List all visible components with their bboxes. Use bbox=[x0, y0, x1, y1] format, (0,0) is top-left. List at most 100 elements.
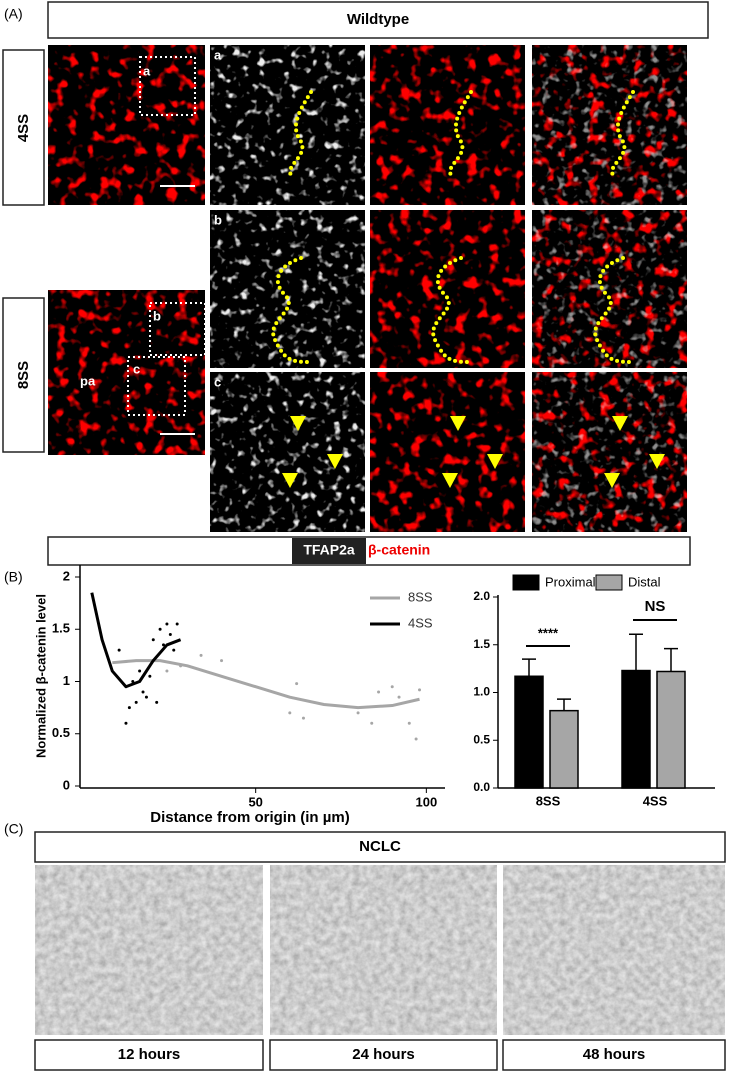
scale-bar bbox=[160, 185, 195, 187]
arrowhead bbox=[612, 416, 628, 431]
image bbox=[210, 45, 365, 205]
image bbox=[35, 865, 263, 1035]
sig-label: **** bbox=[538, 625, 559, 640]
point bbox=[418, 688, 422, 692]
image bbox=[48, 45, 205, 205]
image bbox=[370, 372, 525, 532]
point bbox=[165, 669, 169, 673]
error-bar bbox=[664, 647, 678, 672]
panel-c: (C) NCLC 12 hours 24 hours 48 hours bbox=[4, 821, 726, 1071]
point bbox=[138, 669, 142, 673]
x-tick-label: 50 bbox=[248, 794, 262, 809]
point bbox=[301, 716, 305, 720]
fit-line bbox=[90, 592, 182, 689]
arrowhead bbox=[487, 454, 503, 469]
bar bbox=[621, 669, 651, 789]
point bbox=[390, 685, 394, 689]
legend-label: Distal bbox=[628, 574, 661, 589]
point bbox=[151, 638, 155, 642]
header-box bbox=[34, 831, 726, 863]
time-label: 24 hours bbox=[352, 1046, 415, 1063]
image bbox=[370, 45, 525, 205]
sig-label: NS bbox=[645, 598, 666, 615]
point bbox=[397, 695, 401, 699]
axis-title: Distance from origin (in µm) bbox=[150, 809, 350, 826]
label-box bbox=[502, 1039, 726, 1071]
stain-bg bbox=[292, 538, 366, 564]
point bbox=[158, 627, 162, 631]
inset-box bbox=[139, 56, 196, 116]
header: NCLC bbox=[359, 838, 401, 855]
point bbox=[356, 711, 360, 715]
y-tick-label: 2 bbox=[63, 568, 70, 583]
stage-box bbox=[2, 49, 45, 206]
point bbox=[377, 690, 381, 694]
error-bar bbox=[629, 633, 643, 671]
arrowhead bbox=[649, 454, 665, 469]
image bbox=[503, 865, 725, 1035]
legend-label: 8SS bbox=[408, 589, 433, 604]
panel-label: (C) bbox=[4, 821, 23, 837]
point bbox=[117, 648, 121, 652]
point bbox=[155, 700, 159, 704]
point bbox=[144, 695, 148, 699]
image-overlay bbox=[532, 372, 687, 532]
stage-box bbox=[2, 297, 45, 453]
header-box bbox=[47, 1, 709, 39]
bar bbox=[549, 709, 579, 789]
legend-label: Proximal bbox=[545, 574, 596, 589]
inset-box bbox=[127, 356, 186, 416]
legend-swatch bbox=[595, 574, 623, 591]
point bbox=[168, 632, 172, 636]
arrowhead bbox=[282, 473, 298, 488]
legend-swatch bbox=[512, 574, 540, 591]
axis-title: Normalized β-catenin level bbox=[33, 594, 48, 758]
fit-line bbox=[112, 659, 420, 710]
inset-label: c bbox=[214, 374, 221, 389]
y-tick-label: 0 bbox=[63, 777, 70, 792]
y-tick-label: 1.5 bbox=[52, 621, 70, 636]
stain-label: TFAP2a bbox=[303, 542, 355, 558]
point bbox=[141, 690, 145, 694]
boundary bbox=[593, 256, 634, 364]
image bbox=[210, 210, 365, 368]
image bbox=[48, 290, 205, 455]
x-tick-label: 8SS bbox=[536, 793, 561, 808]
stage-label: 8SS bbox=[15, 361, 32, 389]
image bbox=[270, 865, 497, 1035]
arrowhead bbox=[327, 454, 343, 469]
bar bbox=[656, 670, 686, 789]
arrowhead bbox=[450, 416, 466, 431]
y-tick-label: 0.0 bbox=[473, 780, 490, 794]
point bbox=[414, 737, 418, 741]
inset-label: c bbox=[133, 361, 140, 376]
bar bbox=[514, 675, 544, 789]
y-tick-label: 2.0 bbox=[473, 589, 490, 603]
y-tick-label: 0.5 bbox=[52, 725, 70, 740]
arrowhead bbox=[604, 473, 620, 488]
panel-a: (A) Wildtype 4SS 8SS a b c a b c pa TFAP2a β-c… bbox=[2, 1, 709, 566]
point bbox=[148, 674, 152, 678]
x-tick-label: 100 bbox=[415, 794, 437, 809]
image bbox=[210, 372, 365, 532]
point bbox=[165, 622, 169, 626]
point bbox=[370, 721, 374, 725]
inset-label: b bbox=[153, 308, 161, 323]
inset-label: a bbox=[214, 47, 222, 62]
boundary bbox=[448, 90, 473, 177]
region-label: pa bbox=[80, 373, 96, 388]
legend-box bbox=[47, 536, 691, 566]
y-tick-label: 0.5 bbox=[473, 732, 490, 746]
panel-label: (A) bbox=[4, 6, 23, 22]
arrowhead bbox=[442, 473, 458, 488]
legend-label: 4SS bbox=[408, 615, 433, 630]
point bbox=[134, 700, 138, 704]
point bbox=[295, 682, 299, 686]
arrowhead bbox=[290, 416, 306, 431]
boundary bbox=[288, 90, 313, 177]
boundary bbox=[271, 256, 312, 364]
stain-label: β-catenin bbox=[368, 542, 430, 558]
inset-label: b bbox=[214, 212, 222, 227]
image-overlay bbox=[532, 45, 687, 205]
